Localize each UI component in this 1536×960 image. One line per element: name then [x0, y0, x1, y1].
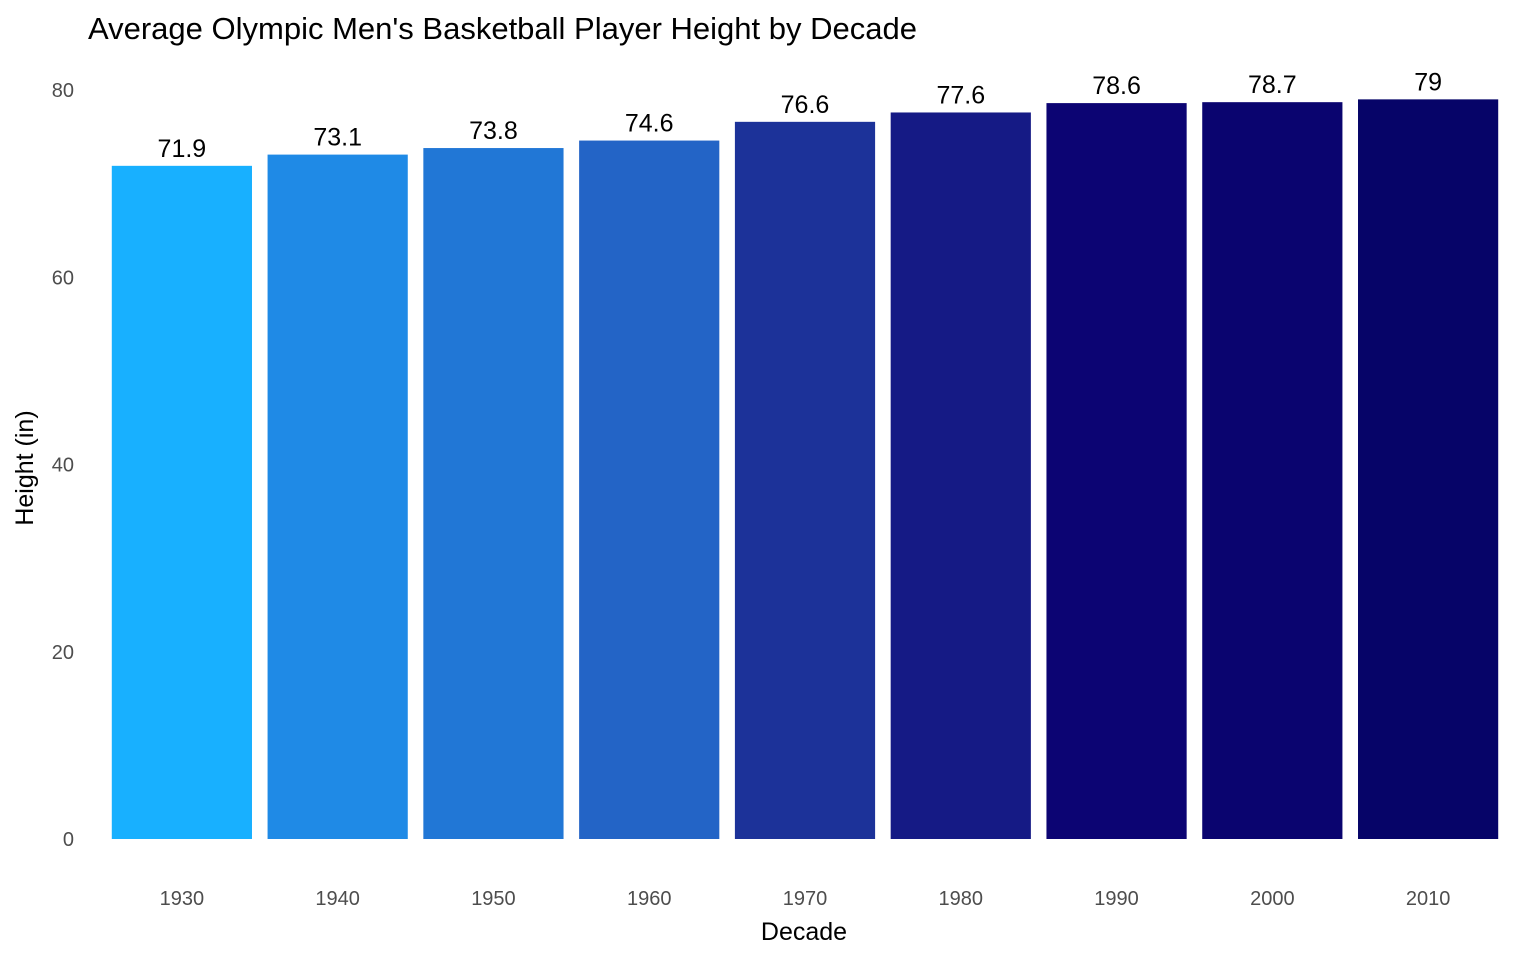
- data-label-1960: 74.6: [625, 110, 674, 138]
- data-label-1970: 76.6: [781, 91, 830, 119]
- bar-1990: [1046, 103, 1187, 840]
- bar-1960: [579, 140, 720, 839]
- x-tick-label: 2010: [1406, 888, 1451, 910]
- x-axis-title: Decade: [761, 918, 847, 946]
- y-tick-label: 80: [52, 80, 74, 102]
- x-tick-label: 2000: [1250, 888, 1295, 910]
- data-label-1990: 78.6: [1092, 72, 1141, 100]
- y-axis-title: Height (in): [11, 410, 39, 525]
- data-label-1930: 71.9: [158, 135, 207, 163]
- bar-1980: [890, 112, 1031, 840]
- bar-2010: [1358, 99, 1499, 840]
- data-label-1950: 73.8: [469, 117, 518, 145]
- y-tick-label: 60: [52, 267, 74, 289]
- y-tick-label: 40: [52, 455, 74, 477]
- x-tick-label: 1960: [627, 888, 672, 910]
- data-label-1980: 77.6: [936, 81, 985, 109]
- data-label-2010: 79: [1414, 68, 1442, 96]
- y-axis: 0 20 40 60 80: [52, 80, 74, 851]
- bar-1970: [734, 121, 876, 839]
- bar-1930: [111, 165, 252, 839]
- bar-2000: [1202, 102, 1343, 839]
- y-tick-label: 20: [52, 642, 74, 664]
- x-axis: 1930 1940 1950 1960 1970 1980 1990 2000 2010: [160, 888, 1451, 910]
- x-tick-label: 1950: [471, 888, 516, 910]
- bar-1940: [267, 154, 408, 839]
- x-tick-label: 1990: [1094, 888, 1139, 910]
- bars-group: [111, 99, 1499, 840]
- x-tick-label: 1980: [939, 888, 984, 910]
- data-label-2000: 78.7: [1248, 71, 1297, 99]
- data-label-1940: 73.1: [313, 124, 362, 152]
- x-tick-label: 1940: [315, 888, 360, 910]
- bar-1950: [423, 148, 564, 840]
- x-tick-label: 1930: [160, 888, 205, 910]
- y-tick-label: 0: [63, 829, 74, 851]
- x-tick-label: 1970: [783, 888, 828, 910]
- data-labels-group: 71.9 73.1 73.8 74.6 76.6 77.6 78.6 78.7 79: [158, 68, 1442, 162]
- chart-title: Average Olympic Men's Basketball Player …: [88, 11, 917, 46]
